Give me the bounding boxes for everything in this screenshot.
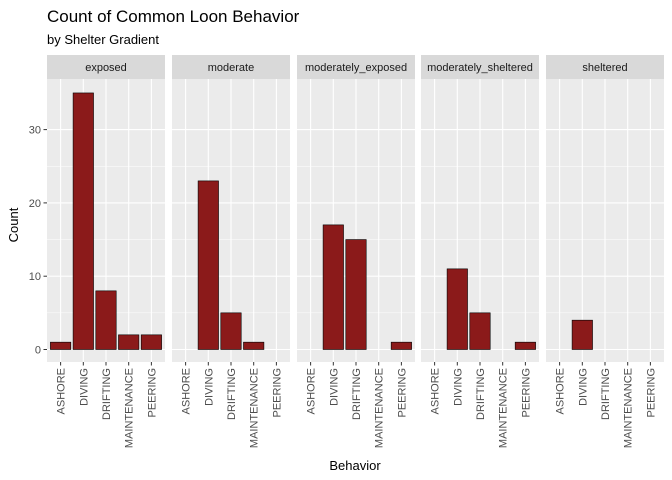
bar-exposed-diving: DIVING: 35 [72, 92, 94, 350]
x-tick-label: DRIFTING [226, 368, 238, 420]
y-axis: 0 10 20 30 [29, 125, 47, 357]
facet-strip-label: exposed [85, 62, 127, 74]
facet-panel-moderate: moderateDIVING: 23DRIFTING: 5MAINTENANCE… [172, 55, 290, 448]
x-tick-label: PEERING [271, 368, 283, 418]
x-tick-label: ASHORE [181, 368, 193, 414]
x-tick-label: DRIFTING [351, 368, 363, 420]
bar-exposed-ashore: ASHORE: 1 [50, 341, 72, 350]
facet-strip [546, 55, 664, 79]
bar-moderate-diving: DIVING: 23 [197, 180, 219, 350]
x-tick-label: DRIFTING [600, 368, 612, 420]
x-axis-title: Behavior [329, 458, 381, 473]
chart-title: Count of Common Loon Behavior [47, 7, 300, 26]
bar-moderately_sheltered-drifting: DRIFTING: 5 [469, 312, 491, 350]
bar-moderately_sheltered-peering: PEERING: 1 [514, 341, 536, 350]
x-tick-label: DIVING [78, 368, 90, 406]
facet-panel-sheltered: sheltered DIVING: 4 ASHORE DIVING DRIFTING MA… [546, 55, 664, 448]
facet-strip-label: moderately_sheltered [427, 62, 533, 74]
bar-moderately_exposed-peering: PEERING: 1 [390, 341, 412, 350]
x-tick-label: DIVING [203, 368, 215, 406]
x-tick-label: MAINTENANCE [249, 368, 261, 448]
bar-moderately_exposed-diving: DIVING: 17 [322, 224, 344, 350]
x-tick-label: DIVING [577, 368, 589, 406]
bar-moderate-maintenance: MAINTENANCE: 1 [243, 341, 265, 350]
facet-strip [172, 55, 290, 79]
y-tick-label: 10 [29, 271, 41, 283]
x-tick-label: DIVING [452, 368, 464, 406]
bar-sheltered-diving: DIVING: 4 [571, 319, 593, 350]
x-tick-label: ASHORE [430, 368, 442, 414]
x-tick-label: ASHORE [306, 368, 318, 414]
facet-strip [47, 55, 165, 79]
x-tick-label: ASHORE [56, 368, 68, 414]
facet-strip [421, 55, 539, 79]
chart-subtitle: by Shelter Gradient [47, 32, 159, 47]
x-tick-label: DIVING [328, 368, 340, 406]
facet-strip [297, 55, 415, 79]
x-tick-label: PEERING [396, 368, 408, 418]
x-tick-label: PEERING [645, 368, 657, 418]
x-tick-label: MAINTENANCE [374, 368, 386, 448]
x-tick-label: PEERING [520, 368, 532, 418]
bar-exposed-maintenance: MAINTENANCE: 2 [118, 334, 140, 350]
x-tick-label: DRIFTING [475, 368, 487, 420]
bar-exposed-drifting: DRIFTING: 8 [95, 290, 117, 350]
facet-strip-label: moderately_exposed [305, 62, 407, 74]
bar-exposed-peering: PEERING: 2 [140, 334, 162, 350]
x-tick-label: MAINTENANCE [623, 368, 635, 448]
bar-moderately_exposed-drifting: DRIFTING: 15 [345, 239, 367, 350]
facet-strip-label: sheltered [582, 62, 627, 74]
y-tick-label: 30 [29, 125, 41, 137]
y-axis-title: Count [6, 207, 21, 242]
bar-moderately_sheltered-diving: DIVING: 11 [446, 268, 468, 350]
x-tick-label: DRIFTING [101, 368, 113, 420]
y-tick-label: 20 [29, 198, 41, 210]
x-tick-label: ASHORE [555, 368, 567, 414]
x-tick-label: MAINTENANCE [498, 368, 510, 448]
facet-panel-moderately_sheltered: moderately_sheltered DIVING: 11DRIFTING: … [421, 55, 539, 448]
bar-moderate-drifting: DRIFTING: 5 [220, 312, 242, 350]
facet-strip-label: moderate [208, 62, 254, 74]
facet-panel-moderately_exposed: moderately_exposed DIVING: 17DRIFTING: 15… [297, 55, 415, 448]
y-tick-label: 0 [35, 345, 41, 357]
x-tick-label: MAINTENANCE [124, 368, 136, 448]
x-tick-label: PEERING [146, 368, 158, 418]
